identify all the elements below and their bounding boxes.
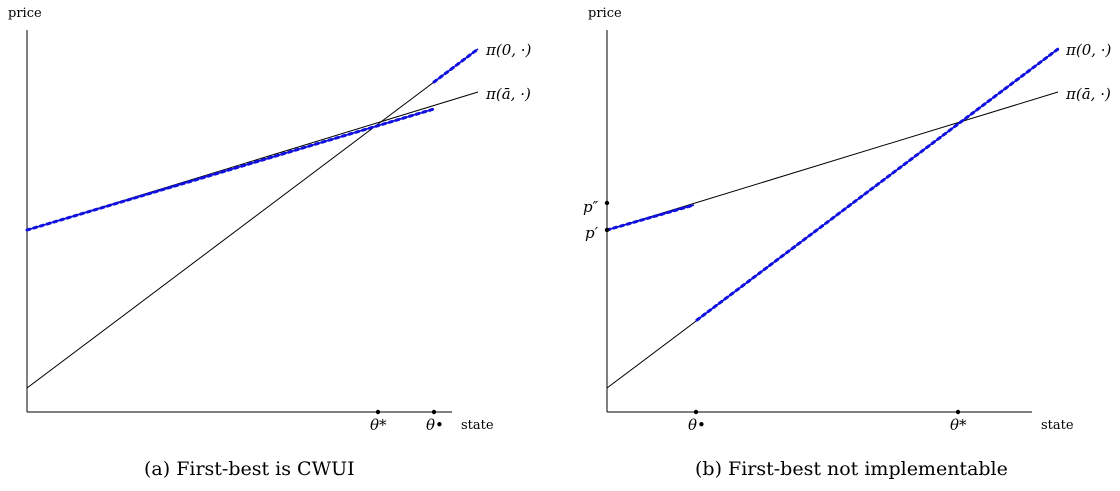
panel-b-price-label-double-prime: p″	[583, 198, 599, 216]
panel-b-x-axis-label: state	[1041, 418, 1074, 433]
panel-a-label-pi-zero: π(0, ·)	[485, 41, 532, 59]
panel-a-y-axis-label: price	[8, 6, 42, 21]
panel-a-caption: (a) First-best is CWUI	[144, 458, 355, 480]
panel-b-price-label-prime: p′	[585, 224, 599, 242]
panel-a-tick-theta-star	[375, 409, 381, 415]
panel-b-highlight-abar-dots	[605, 203, 696, 232]
panel-b-highlight-zero-dots	[695, 47, 1060, 322]
panel-a-x-axis-label: state	[461, 418, 494, 433]
panel-b-tick-label-theta-star: θ*	[950, 416, 967, 434]
panel-b-caption: (b) First-best not implementable	[695, 458, 1008, 480]
panel-b-price-marker-double-prime	[604, 200, 610, 206]
panel-b-label-pi-zero: π(0, ·)	[1065, 41, 1112, 59]
panel-b-price-marker-prime	[604, 227, 610, 233]
panel-a-label-pi-abar: π(ā, ·)	[485, 85, 531, 103]
panel-a-highlight-abar-dots	[25, 107, 436, 232]
panel-a-tick-label-theta-star: θ*	[370, 416, 387, 434]
panel-a-highlight-zero-dots	[432, 47, 480, 84]
panel-a-tick-label-theta-bullet: θ•	[426, 416, 444, 434]
panel-b-label-pi-abar: π(ā, ·)	[1065, 85, 1111, 103]
panel-a-curve-pi-zero	[26, 48, 479, 389]
panel-a-tick-theta-bullet	[431, 409, 437, 415]
panel-b-tick-theta-star	[955, 409, 961, 415]
panel-a: price state π(0, ·) π(ā, ·) θ* θ• (a) Fi…	[8, 6, 532, 480]
panel-b-tick-label-theta-bullet: θ•	[688, 416, 706, 434]
panel-b-y-axis-label: price	[588, 6, 622, 21]
panel-b: price state π(0, ·) π(ā, ·) p″ p′ θ• θ* …	[583, 6, 1112, 480]
panel-b-tick-theta-bullet	[693, 409, 699, 415]
